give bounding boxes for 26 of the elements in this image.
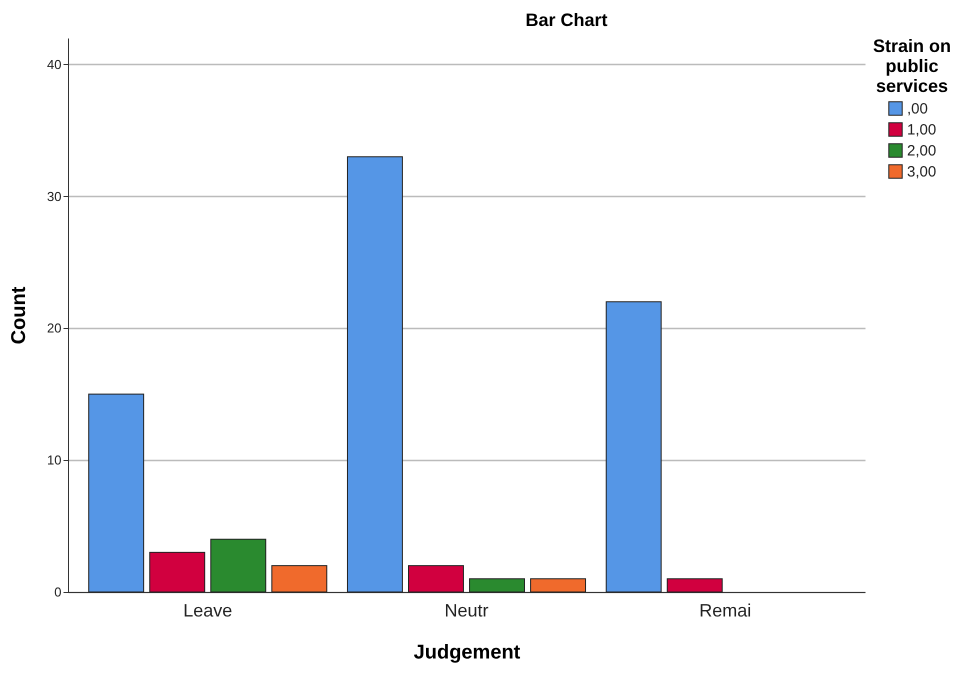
legend-label: 3,00 xyxy=(907,164,936,180)
bar xyxy=(408,565,464,592)
bar xyxy=(271,565,328,592)
y-tick-label: 40 xyxy=(47,56,62,72)
bar xyxy=(88,394,144,592)
bar xyxy=(346,156,403,592)
bar xyxy=(530,578,586,592)
bar xyxy=(149,552,206,592)
x-tick-label: Neutr xyxy=(444,600,489,620)
y-tick-label: 20 xyxy=(47,320,62,336)
x-tick-label: Leave xyxy=(183,600,232,620)
y-axis-title: Count xyxy=(8,286,30,344)
x-axis-title: Judgement xyxy=(414,642,521,664)
bar xyxy=(606,301,662,592)
bar xyxy=(469,578,525,592)
bar xyxy=(210,538,266,592)
bar xyxy=(666,578,723,592)
legend-label: 2,00 xyxy=(907,142,936,160)
legend-title: Strain on public services xyxy=(872,36,952,96)
y-tick-label: 10 xyxy=(47,452,62,468)
y-tick-label: 0 xyxy=(54,584,62,600)
legend-label: 1,00 xyxy=(907,122,936,138)
chart-title: Bar Chart xyxy=(525,10,608,30)
legend-label: ,00 xyxy=(907,100,928,118)
x-tick-label: Remai xyxy=(699,600,752,620)
y-tick-label: 30 xyxy=(47,188,62,204)
